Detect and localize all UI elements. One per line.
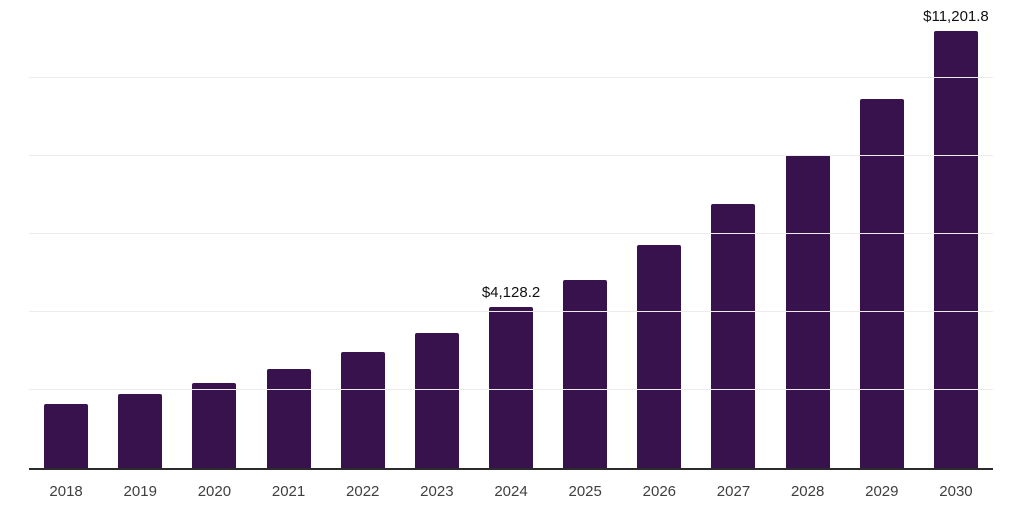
bar-2020 [192, 382, 237, 468]
bar-slot-2029 [845, 0, 919, 468]
x-tick-2023: 2023 [420, 483, 454, 500]
bar-2025 [563, 279, 608, 468]
gridline-2000 [29, 389, 993, 390]
bar-2026 [637, 244, 682, 468]
x-tick-2021: 2021 [271, 483, 306, 500]
bar-2019 [118, 394, 163, 468]
bar-slot-2018 [29, 0, 103, 468]
x-tick-2019: 2019 [123, 483, 157, 500]
bar-2030 [933, 31, 978, 468]
bar-slot-2024: $4,128.2 [474, 0, 548, 468]
x-tick-2030: 2030 [939, 483, 973, 500]
bar-2021 [266, 369, 311, 468]
bar-slot-2025 [548, 0, 622, 468]
bar-slot-2022 [326, 0, 400, 468]
bar-2022 [340, 352, 385, 468]
bar-slot-2026 [622, 0, 696, 468]
x-axis-tick-labels: 2018 2019 2020 2021 2022 2023 2024 2025 2026 2027… [29, 483, 993, 501]
x-tick-2026: 2026 [642, 483, 677, 500]
x-tick-2018: 2018 [49, 483, 83, 500]
bar-slot-2030: $11,201.8 [919, 0, 993, 468]
bar-slot-2027 [696, 0, 770, 468]
bar-value-label-2024: $4,128.2 [481, 284, 541, 301]
bar-2018 [44, 403, 89, 468]
x-tick-2029: 2029 [865, 483, 899, 500]
plot-area: $4,128.2 $11,201.8 [29, 0, 993, 470]
bar-2024 [489, 307, 534, 468]
bar-2023 [414, 332, 459, 468]
x-tick-2024: 2024 [494, 483, 528, 500]
bar-slot-2019 [103, 0, 177, 468]
bar-slot-2021 [251, 0, 325, 468]
bar-slot-2020 [177, 0, 251, 468]
bar-2027 [711, 204, 756, 468]
gridline-8000 [29, 155, 993, 156]
gridline-6000 [29, 233, 993, 234]
gridline-10000 [29, 77, 993, 78]
bar-2029 [859, 98, 904, 468]
x-tick-2028: 2028 [790, 483, 825, 500]
x-tick-2022: 2022 [346, 483, 380, 500]
x-tick-2025: 2025 [568, 483, 602, 500]
bar-slot-2028 [771, 0, 845, 468]
bar-value-label-2030: $11,201.8 [923, 8, 989, 26]
gridline-4000 [29, 311, 993, 312]
bars-row: $4,128.2 $11,201.8 [29, 0, 993, 468]
x-tick-2027: 2027 [716, 483, 751, 500]
bar-slot-2023 [400, 0, 474, 468]
x-tick-2020: 2020 [197, 483, 232, 500]
